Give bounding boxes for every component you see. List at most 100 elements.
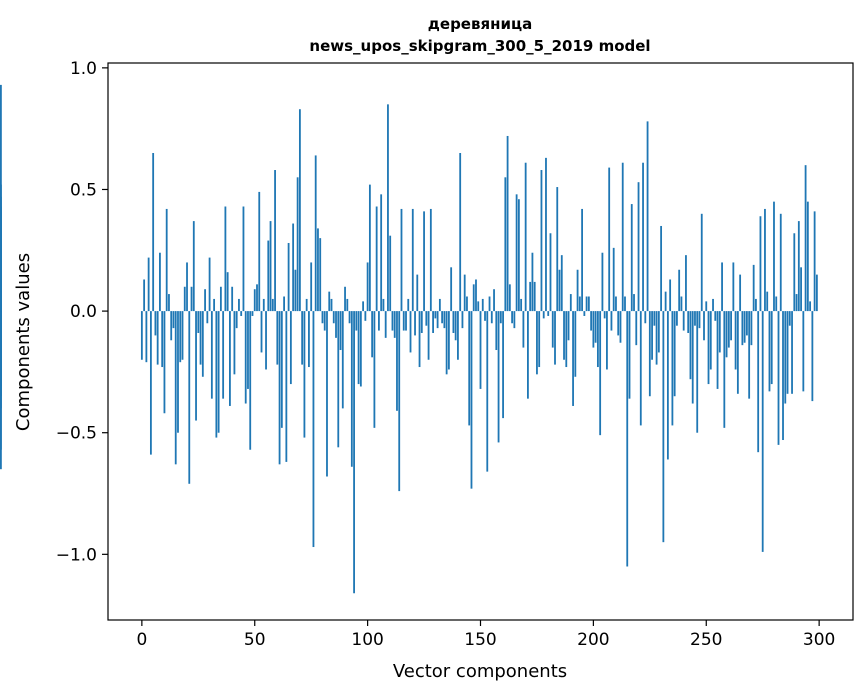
bar-4 [149, 311, 152, 455]
bar-115 [400, 208, 403, 312]
bar-207 [608, 167, 611, 312]
bar-60 [276, 311, 279, 365]
bar-263 [734, 311, 737, 370]
bar-undefined [0, 228, 2, 312]
bar-183 [554, 311, 556, 365]
bar-5 [152, 153, 155, 312]
bar-16 [177, 311, 179, 433]
bar-87 [337, 311, 340, 448]
bar-219 [635, 311, 638, 346]
bar-167 [517, 199, 520, 312]
bar-240 [682, 311, 685, 331]
bar-49 [251, 311, 254, 316]
bar-93 [350, 311, 353, 467]
bar-176 [538, 311, 541, 368]
bar-276 [764, 208, 766, 312]
bar-10 [163, 311, 166, 414]
bar-287 [788, 311, 791, 326]
bar-130 [434, 311, 437, 319]
bar-256 [718, 311, 721, 353]
x-tick-label: 250 [690, 630, 722, 650]
bar-288 [791, 311, 793, 394]
bar-41 [233, 311, 236, 375]
bar-165 [513, 311, 516, 329]
bar-101 [368, 184, 371, 312]
bar-12 [168, 294, 170, 312]
bar-192 [574, 311, 577, 377]
bar-97 [359, 311, 362, 387]
bar-238 [678, 269, 681, 312]
bar-126 [425, 311, 428, 326]
bar-175 [536, 311, 538, 375]
bar-13 [170, 311, 173, 341]
bar-171 [527, 311, 529, 399]
bar-94 [353, 311, 355, 594]
bar-82 [326, 311, 328, 477]
bar-299 [815, 274, 818, 312]
bar-54 [262, 298, 265, 312]
bar-222 [642, 162, 644, 312]
bar-142 [461, 311, 464, 329]
bar-undefined [0, 311, 2, 324]
bar-135 [445, 311, 448, 375]
bar-107 [382, 298, 385, 312]
bar-178 [542, 311, 545, 319]
bar-261 [730, 311, 732, 341]
bar-229 [657, 311, 660, 353]
bar-151 [481, 298, 484, 312]
bar-264 [736, 311, 739, 394]
bar-64 [285, 311, 288, 462]
bar-221 [639, 311, 642, 426]
bar-43 [238, 298, 240, 312]
bar-247 [698, 311, 701, 329]
bar-245 [694, 311, 696, 326]
bar-218 [633, 294, 635, 312]
bar-73 [305, 298, 308, 312]
bar-274 [759, 216, 762, 312]
bar-246 [696, 311, 699, 433]
bar-18 [181, 311, 184, 360]
bar-103 [373, 311, 376, 428]
bar-138 [452, 311, 455, 333]
bar-undefined [0, 291, 2, 312]
y-tick-label: 1.0 [70, 59, 97, 79]
bar-180 [547, 311, 550, 316]
bar-15 [174, 311, 177, 465]
bar-45 [242, 206, 245, 312]
bar-281 [775, 296, 778, 312]
bar-42 [235, 311, 238, 329]
bar-56 [267, 240, 270, 312]
bar-270 [750, 311, 753, 346]
bar-39 [229, 311, 231, 406]
bar-212 [619, 311, 622, 343]
bar-3 [147, 257, 150, 312]
bar-112 [393, 311, 396, 338]
bar-292 [800, 267, 802, 312]
bar-177 [540, 170, 543, 312]
bar-71 [301, 311, 304, 365]
bar-48 [249, 311, 252, 450]
bar-86 [335, 311, 337, 338]
bar-34 [217, 311, 220, 433]
bar-279 [770, 311, 773, 385]
bar-161 [504, 177, 507, 312]
bar-198 [587, 296, 590, 312]
bar-100 [366, 262, 369, 312]
bar-154 [488, 296, 491, 312]
bar-211 [617, 311, 620, 336]
x-axis-ticks: 0 50 100 150 200 250 300 [136, 620, 835, 650]
bar-214 [624, 296, 626, 312]
bar-65 [287, 242, 290, 312]
y-axis-label: Components values [13, 253, 34, 431]
bar-188 [565, 311, 568, 368]
bar-284 [782, 311, 784, 441]
bar-121 [414, 311, 416, 336]
bar-26 [199, 311, 202, 365]
bar-217 [630, 204, 633, 312]
bar-104 [375, 206, 378, 312]
bar-233 [666, 311, 669, 460]
bar-24 [195, 311, 197, 421]
bar-6 [154, 311, 157, 336]
bar-98 [362, 301, 365, 312]
bar-85 [332, 311, 335, 324]
